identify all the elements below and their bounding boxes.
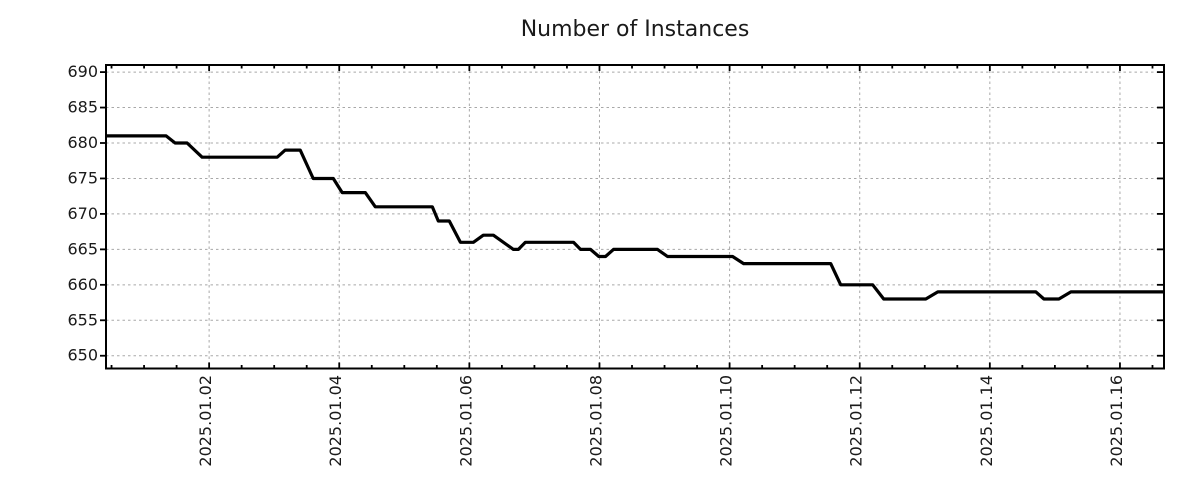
x-tick-label: 2025.01.06: [456, 375, 475, 467]
x-tick-label: 2025.01.16: [1107, 375, 1126, 467]
chart-title: Number of Instances: [520, 17, 750, 42]
y-tick-label: 650: [67, 346, 98, 365]
y-tick-label: 660: [67, 275, 98, 294]
y-tick-label: 670: [67, 204, 98, 223]
x-tick-label: 2025.01.04: [326, 375, 345, 467]
plot-border: [105, 64, 1165, 370]
y-tick-label: 665: [67, 239, 98, 258]
x-tick-label: 2025.01.02: [196, 375, 215, 467]
x-tick-label: 2025.01.08: [586, 375, 605, 467]
x-tick-label: 2025.01.10: [717, 375, 736, 467]
y-tick-label: 690: [67, 62, 98, 81]
x-tick-label: 2025.01.12: [847, 375, 866, 467]
data-line-instances: [106, 134, 1164, 301]
y-tick-label: 680: [67, 133, 98, 152]
y-tick-label: 675: [67, 168, 98, 187]
y-tick-label: 685: [67, 98, 98, 117]
x-tick-label: 2025.01.14: [977, 375, 996, 467]
y-tick-label: 655: [67, 310, 98, 329]
